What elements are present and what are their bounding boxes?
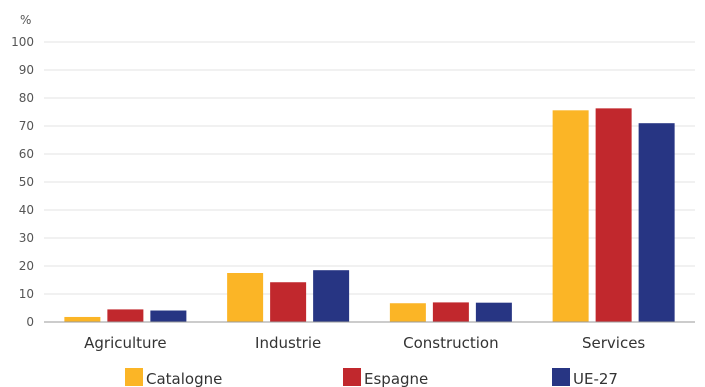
x-category-label: Industrie (255, 334, 321, 352)
bar-services-espagne (595, 108, 632, 322)
legend-label: UE-27 (573, 370, 618, 387)
bars (64, 108, 675, 322)
bar-construction-espagne (432, 302, 469, 322)
bar-construction-catalogne (389, 303, 426, 322)
legend-swatch-ue-27 (552, 368, 570, 386)
bar-services-ue-27 (638, 123, 675, 322)
x-category-label: Construction (403, 334, 499, 352)
y-axis-unit-label: % (20, 13, 31, 27)
bar-industrie-espagne (270, 282, 307, 322)
bar-agriculture-catalogne (64, 316, 101, 322)
legend-label: Catalogne (146, 370, 222, 387)
y-axis-ticks: 0 10 20 30 40 50 60 70 80 90 100 (11, 35, 34, 329)
y-tick-label: 90 (19, 63, 34, 77)
y-tick-label: 50 (19, 175, 34, 189)
legend-swatch-espagne (343, 368, 361, 386)
bar-services-catalogne (552, 110, 589, 322)
x-category-label: Agriculture (84, 334, 167, 352)
y-tick-label: 40 (19, 203, 34, 217)
y-tick-label: 60 (19, 147, 34, 161)
legend-swatch-catalogne (125, 368, 143, 386)
y-tick-label: 30 (19, 231, 34, 245)
bar-agriculture-ue-27 (150, 310, 187, 322)
x-category-label: Services (582, 334, 645, 352)
y-tick-label: 70 (19, 119, 34, 133)
x-axis-labels: Agriculture Industrie Construction Services (84, 334, 645, 352)
legend-label: Espagne (364, 370, 428, 387)
y-tick-label: 100 (11, 35, 34, 49)
bar-construction-ue-27 (475, 302, 512, 322)
y-tick-label: 10 (19, 287, 34, 301)
bar-agriculture-espagne (107, 309, 144, 322)
y-tick-label: 0 (26, 315, 34, 329)
legend: Catalogne Espagne UE-27 (125, 368, 618, 387)
y-tick-label: 80 (19, 91, 34, 105)
bar-industrie-ue-27 (313, 270, 350, 322)
gridlines (44, 41, 695, 295)
bar-industrie-catalogne (227, 273, 264, 322)
y-tick-label: 20 (19, 259, 34, 273)
